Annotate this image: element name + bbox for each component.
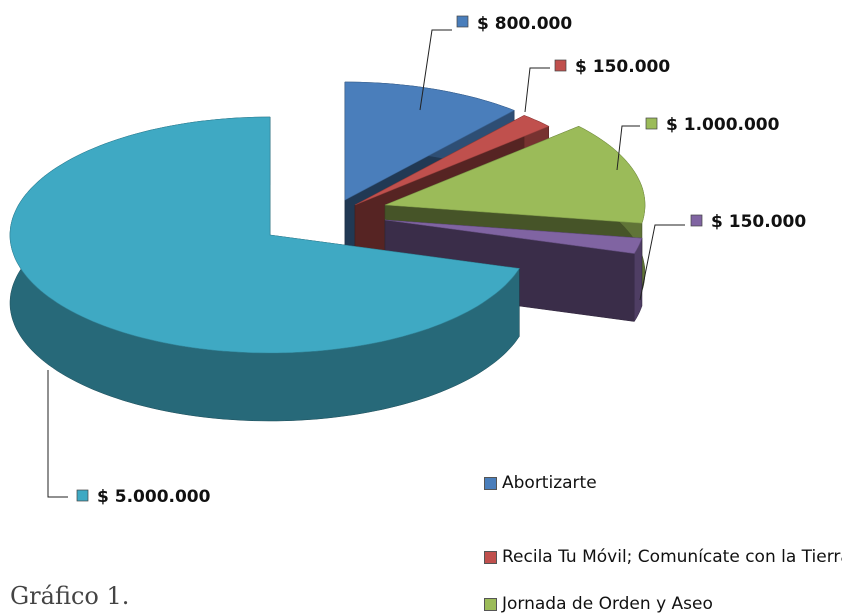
legend-entry: Abortizarte: [484, 472, 842, 494]
label-swatch: [645, 117, 658, 130]
data-label: $ 5.000.000: [97, 487, 211, 507]
data-label: $ 150.000: [711, 212, 806, 232]
data-label: $ 150.000: [575, 57, 670, 77]
legend-swatch: [484, 551, 497, 564]
legend-swatch: [484, 477, 497, 490]
caption: Gráfico 1.: [10, 582, 130, 610]
slice: [344, 81, 515, 201]
leader-line: [639, 224, 685, 301]
legend-entry: Jornada de Orden y Aseo: [484, 593, 842, 615]
leader-line: [47, 370, 68, 498]
legend-label: Jornada de Orden y Aseo: [502, 594, 713, 614]
slice: [384, 219, 643, 254]
slice: [384, 125, 646, 224]
leader-line: [419, 29, 452, 111]
slice: [354, 115, 550, 206]
leader-line: [616, 125, 640, 171]
slice: [9, 116, 520, 354]
data-label: $ 1.000.000: [666, 115, 780, 135]
legend-label: Abortizarte: [502, 473, 597, 493]
legend-entry: Recila Tu Móvil; Comunícate con la Tierr…: [484, 546, 842, 568]
legend-swatch: [484, 598, 497, 611]
label-swatch: [76, 489, 89, 502]
legend-label: Recila Tu Móvil; Comunícate con la Tierr…: [502, 547, 842, 567]
leader-line: [524, 67, 550, 113]
label-swatch: [456, 15, 469, 28]
label-swatch: [554, 59, 567, 72]
label-swatch: [690, 214, 703, 227]
data-label: $ 800.000: [477, 14, 572, 34]
